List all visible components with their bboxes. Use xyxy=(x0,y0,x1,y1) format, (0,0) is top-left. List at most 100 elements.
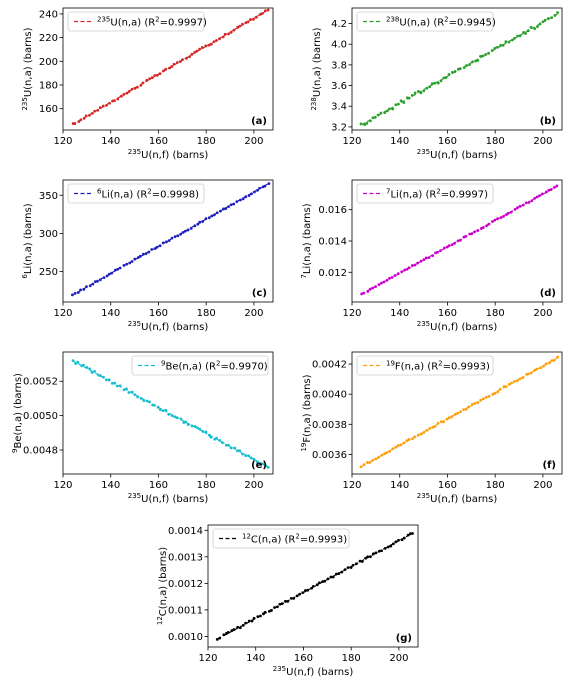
legend-box xyxy=(131,355,269,376)
y-tick-label: 0.0042 xyxy=(312,360,347,371)
x-tick-label: 140 xyxy=(101,136,120,147)
y-tick-label: 160 xyxy=(39,104,58,115)
fit-line xyxy=(72,360,269,468)
data-point xyxy=(364,556,367,560)
y-tick-label: 0.0036 xyxy=(312,450,347,461)
data-point xyxy=(232,628,236,631)
y-tick-label: 350 xyxy=(39,191,58,202)
data-point xyxy=(247,454,251,458)
y-axis-label: 6Li(n,a) (barns) xyxy=(21,203,34,278)
x-axis-label: 235U(n,f) (barns) xyxy=(417,492,498,505)
x-axis-label: 235U(n,f) (barns) xyxy=(273,665,354,678)
data-point xyxy=(238,24,242,28)
data-point xyxy=(254,15,258,19)
data-point xyxy=(510,38,514,42)
data-point xyxy=(340,570,344,574)
x-tick-label: 120 xyxy=(198,653,217,664)
x-tick-label: 160 xyxy=(149,308,168,319)
y-tick-label: 0.0052 xyxy=(23,377,58,388)
data-point xyxy=(409,532,412,536)
y-axis-label: 7Li(n,a) (barns) xyxy=(300,203,313,278)
y-axis-label-text: 6Li(n,a) (barns) xyxy=(21,203,34,278)
fit-line xyxy=(361,185,558,295)
data-point xyxy=(496,217,499,221)
axes-frame xyxy=(62,179,274,303)
x-tick-label: 140 xyxy=(390,308,409,319)
y-axis-label-text: 235U(n,a) (barns) xyxy=(21,27,34,110)
legend-label: 7Li(n,a) (R2=0.9997) xyxy=(386,188,488,201)
y-tick-label: 0.0010 xyxy=(168,632,203,643)
y-axis-label-text: 19F(n,a) (barns) xyxy=(300,374,313,451)
data-point xyxy=(541,192,544,196)
y-axis-label-text: 238U(n,a) (barns) xyxy=(310,27,323,110)
y-tick-label: 0.016 xyxy=(318,205,347,216)
y-tick-label: 240 xyxy=(39,9,58,20)
y-tick-label: 4.0 xyxy=(331,40,347,51)
y-tick-label: 3.2 xyxy=(331,122,347,133)
x-tick-label: 140 xyxy=(390,480,409,491)
data-point xyxy=(524,32,527,35)
legend-box xyxy=(356,11,494,32)
data-point xyxy=(227,32,231,36)
data-point xyxy=(427,256,431,260)
data-point xyxy=(232,28,236,32)
data-point xyxy=(533,27,537,31)
panel-d: 120 140 160 180 200 0.012 0.014 0.016 235U(n,f) … xyxy=(300,179,563,333)
data-point xyxy=(518,377,522,381)
data-point xyxy=(173,415,177,419)
x-axis-label: 235U(n,f) (barns) xyxy=(128,148,209,161)
x-tick-label: 120 xyxy=(53,308,72,319)
y-axis-label: 235U(n,a) (barns) xyxy=(21,27,34,110)
y-tick-label: 0.0012 xyxy=(168,579,203,590)
y-tick-label: 0.0013 xyxy=(168,552,203,563)
panel-label: (d) xyxy=(540,288,556,299)
data-point xyxy=(493,46,497,50)
y-tick-label: 3.4 xyxy=(331,102,347,113)
legend: 235U(n,a) (R2=0.9997) xyxy=(67,11,207,32)
y-tick-label: 250 xyxy=(39,267,58,278)
y-tick-label: 0.0011 xyxy=(168,605,203,616)
legend-box xyxy=(212,528,350,549)
x-tick-label: 120 xyxy=(53,136,72,147)
data-point xyxy=(241,452,244,456)
data-point xyxy=(88,367,92,371)
x-tick-label: 160 xyxy=(149,136,168,147)
y-tick-label: 0.014 xyxy=(318,237,347,248)
panel-label: (g) xyxy=(396,633,412,644)
legend-label: 235U(n,a) (R2=0.9997) xyxy=(97,16,207,29)
data-point xyxy=(76,360,80,364)
legend-label: 9Be(n,a) (R2=0.9970) xyxy=(161,360,268,373)
x-axis-label: 235U(n,f) (barns) xyxy=(417,320,498,333)
data-point xyxy=(284,599,287,603)
fit-line xyxy=(361,357,558,467)
data-point xyxy=(535,367,539,371)
data-point xyxy=(74,362,78,365)
data-point xyxy=(318,581,321,585)
panel-label: (e) xyxy=(251,460,267,471)
data-point xyxy=(473,230,476,234)
legend: 238U(n,a) (R2=0.9945) xyxy=(356,11,496,32)
x-tick-label: 120 xyxy=(342,136,361,147)
x-tick-label: 140 xyxy=(246,653,265,664)
legend: 6Li(n,a) (R2=0.9998) xyxy=(67,183,205,204)
legend-label: 12C(n,a) (R2=0.9993) xyxy=(242,533,347,546)
legend-box xyxy=(67,183,205,204)
data-point xyxy=(115,384,119,388)
x-tick-label: 160 xyxy=(438,480,457,491)
legend-box xyxy=(67,11,205,32)
data-point xyxy=(529,371,533,375)
x-axis-label: 235U(n,f) (barns) xyxy=(128,320,209,333)
data-point xyxy=(518,204,522,208)
axes-frame xyxy=(351,351,563,475)
data-point xyxy=(334,572,338,576)
data-point xyxy=(167,412,171,416)
y-axis-label: 238U(n,a) (barns) xyxy=(310,27,323,110)
data-point xyxy=(188,55,191,59)
x-tick-label: 160 xyxy=(438,136,457,147)
y-axis-label: 12C(n,a) (barns) xyxy=(156,547,169,625)
y-tick-label: 200 xyxy=(39,57,58,68)
data-point xyxy=(125,91,129,95)
fit-line xyxy=(217,532,414,640)
legend: 7Li(n,a) (R2=0.9997) xyxy=(356,183,494,204)
data-point xyxy=(386,545,390,549)
